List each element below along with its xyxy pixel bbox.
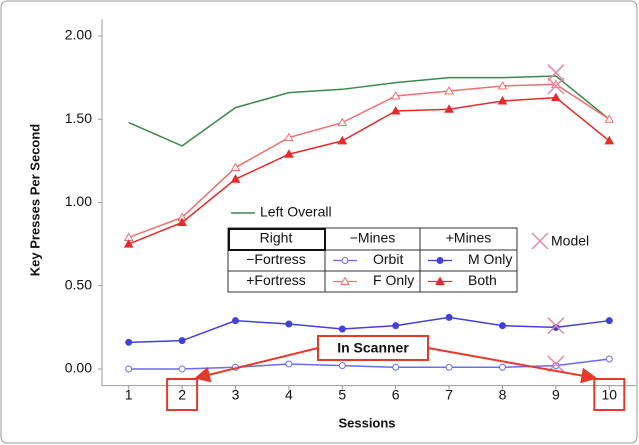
point (338, 362, 346, 370)
point (177, 217, 187, 226)
x-tick-label: 10 (602, 387, 618, 403)
legend-label: Both (468, 272, 497, 288)
table-column: −Mines (350, 230, 396, 246)
point (337, 117, 348, 127)
point (605, 355, 613, 363)
point (178, 337, 186, 345)
legend-marker (436, 257, 444, 264)
legend-marker (341, 257, 349, 264)
x-tick-label: 3 (232, 387, 240, 403)
y-tick-label: 0.00 (65, 360, 92, 376)
point (125, 338, 133, 346)
legend-label: Model (551, 233, 589, 249)
point (284, 132, 294, 142)
annotation-arrow (194, 347, 319, 383)
point (551, 92, 561, 102)
point (497, 80, 508, 90)
y-tick-label: 0.50 (65, 276, 92, 292)
annotation-arrow (427, 347, 598, 384)
series-line (128, 75, 610, 147)
table-row: −Fortress (246, 251, 306, 267)
legend-table (227, 227, 518, 293)
x-tick-label: 1 (125, 387, 133, 403)
legend-label: F Only (373, 272, 414, 288)
point (390, 90, 401, 100)
table-row: +Fortress (246, 272, 306, 288)
model-point (547, 77, 565, 95)
point (552, 323, 560, 331)
point (230, 162, 241, 172)
point (499, 363, 506, 371)
x-axis-label: Sessions (338, 415, 395, 430)
table-column: +Mines (446, 230, 492, 246)
x-tick-label: 4 (285, 387, 293, 403)
model-point (547, 317, 565, 335)
annotation-box (317, 335, 429, 361)
legend-label: M Only (468, 251, 512, 267)
point (392, 363, 400, 371)
series-line (128, 96, 610, 245)
point (445, 313, 453, 321)
point (604, 135, 615, 145)
x-tick-label: 8 (499, 387, 507, 403)
point (444, 104, 454, 113)
x-tick-label: 5 (338, 387, 346, 403)
point (230, 174, 241, 183)
x-tick-label: 2 (178, 387, 186, 403)
legend-label: Left Overall (260, 204, 332, 220)
y-axis-label: Key Presses Per Second (27, 124, 42, 277)
point (497, 95, 508, 105)
point (285, 320, 293, 328)
y-tick-label: 1.00 (65, 193, 92, 209)
x-tick-label: 9 (552, 387, 560, 403)
point (392, 322, 400, 330)
x-tick-label: 7 (445, 387, 453, 403)
point (125, 365, 133, 373)
model-point (547, 64, 565, 82)
series-line (128, 316, 610, 344)
legend-marker (531, 232, 549, 250)
point (232, 317, 239, 325)
point (552, 362, 560, 370)
y-tick-label: 1.50 (65, 110, 92, 126)
point (605, 317, 613, 325)
legend-label: Orbit (373, 251, 403, 267)
point (444, 85, 454, 95)
series-line (128, 83, 610, 239)
highlight-box (166, 378, 199, 411)
point (390, 105, 401, 115)
x-tick-label: 6 (392, 387, 400, 403)
legend-marker (340, 276, 350, 285)
point (604, 114, 615, 123)
corner-cell (228, 228, 326, 251)
point (284, 149, 294, 158)
point (445, 363, 453, 371)
point (178, 365, 186, 373)
table-corner: Right (260, 230, 293, 246)
annotation-text: In Scanner (337, 340, 409, 356)
point (123, 239, 134, 248)
highlight-box (593, 378, 626, 411)
point (338, 325, 346, 333)
point (285, 360, 293, 368)
point (499, 322, 506, 330)
y-tick-label: 2.00 (65, 27, 92, 43)
point (337, 135, 348, 145)
legend-marker (435, 276, 445, 285)
